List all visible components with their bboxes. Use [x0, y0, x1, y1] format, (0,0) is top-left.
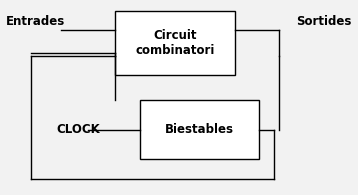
Text: Sortides: Sortides [296, 15, 352, 28]
Text: Entrades: Entrades [6, 15, 66, 28]
Bar [116, 11, 234, 75]
Bar [140, 100, 260, 159]
Text: Biestables: Biestables [165, 123, 234, 136]
Text: Circuit
combinatori: Circuit combinatori [135, 29, 215, 57]
Text: CLOCK: CLOCK [56, 123, 100, 136]
